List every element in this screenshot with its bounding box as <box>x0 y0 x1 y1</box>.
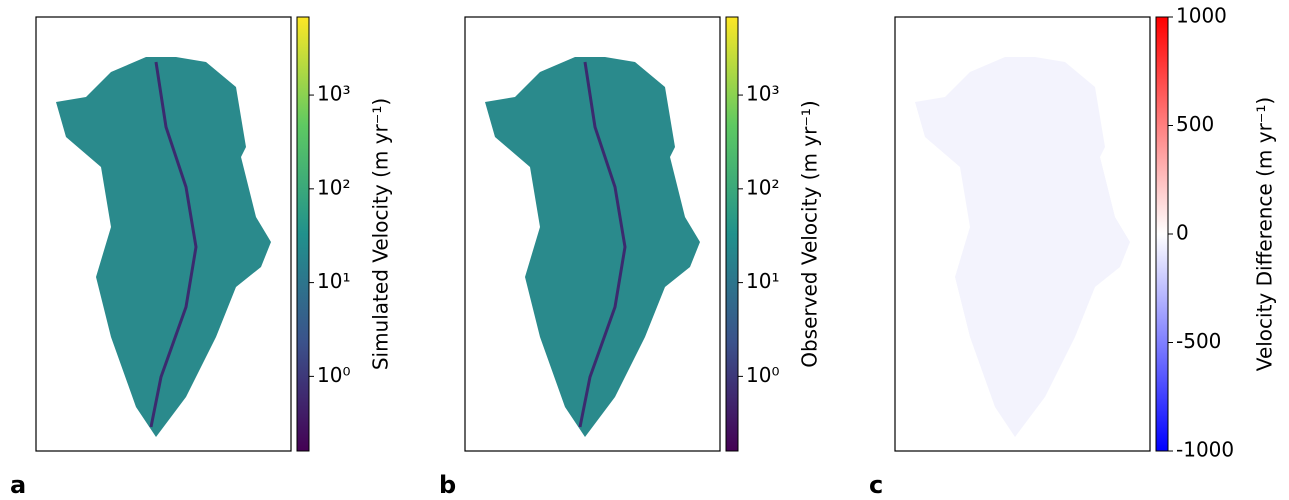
colorbar-tick-label: 10² <box>317 175 350 199</box>
colorbar <box>296 16 310 452</box>
ice-divide <box>578 61 627 428</box>
colorbar-tick-label: -1000 <box>1176 438 1234 462</box>
colorbar-label: Simulated Velocity (m yr⁻¹) <box>369 98 393 370</box>
colorbar-tick-label: 1000 <box>1176 4 1227 28</box>
colorbar-tick-label: 500 <box>1176 112 1214 136</box>
colorbar-tick-label: 0 <box>1176 221 1189 245</box>
ice-sheet <box>56 57 271 437</box>
colorbar-tick-label: 10³ <box>317 82 350 106</box>
colorbar-tick-label: 10⁰ <box>317 363 350 387</box>
colorbar <box>725 16 739 452</box>
colorbar-label: Velocity Difference (m yr⁻¹) <box>1253 97 1277 371</box>
colorbar-tick-label: -500 <box>1176 329 1221 353</box>
map-frame <box>464 16 721 452</box>
panel-letter: a <box>10 471 26 499</box>
map-frame <box>894 16 1151 452</box>
ice-divide <box>149 61 198 428</box>
panel-letter: c <box>869 471 883 499</box>
colorbar-label: Observed Velocity (m yr⁻¹) <box>798 100 822 367</box>
colorbar-tick-label: 10² <box>746 175 779 199</box>
colorbar-tick-label: 10⁰ <box>746 363 779 387</box>
colorbar-tick-label: 10³ <box>746 82 779 106</box>
colorbar <box>1155 16 1169 452</box>
colorbar-tick-label: 10¹ <box>317 269 350 293</box>
ice-sheet <box>915 57 1130 437</box>
map-frame <box>35 16 292 452</box>
colorbar-tick-label: 10¹ <box>746 269 779 293</box>
panel-letter: b <box>439 471 456 499</box>
ice-sheet-shape <box>915 57 1130 437</box>
ice-sheet <box>485 57 700 437</box>
